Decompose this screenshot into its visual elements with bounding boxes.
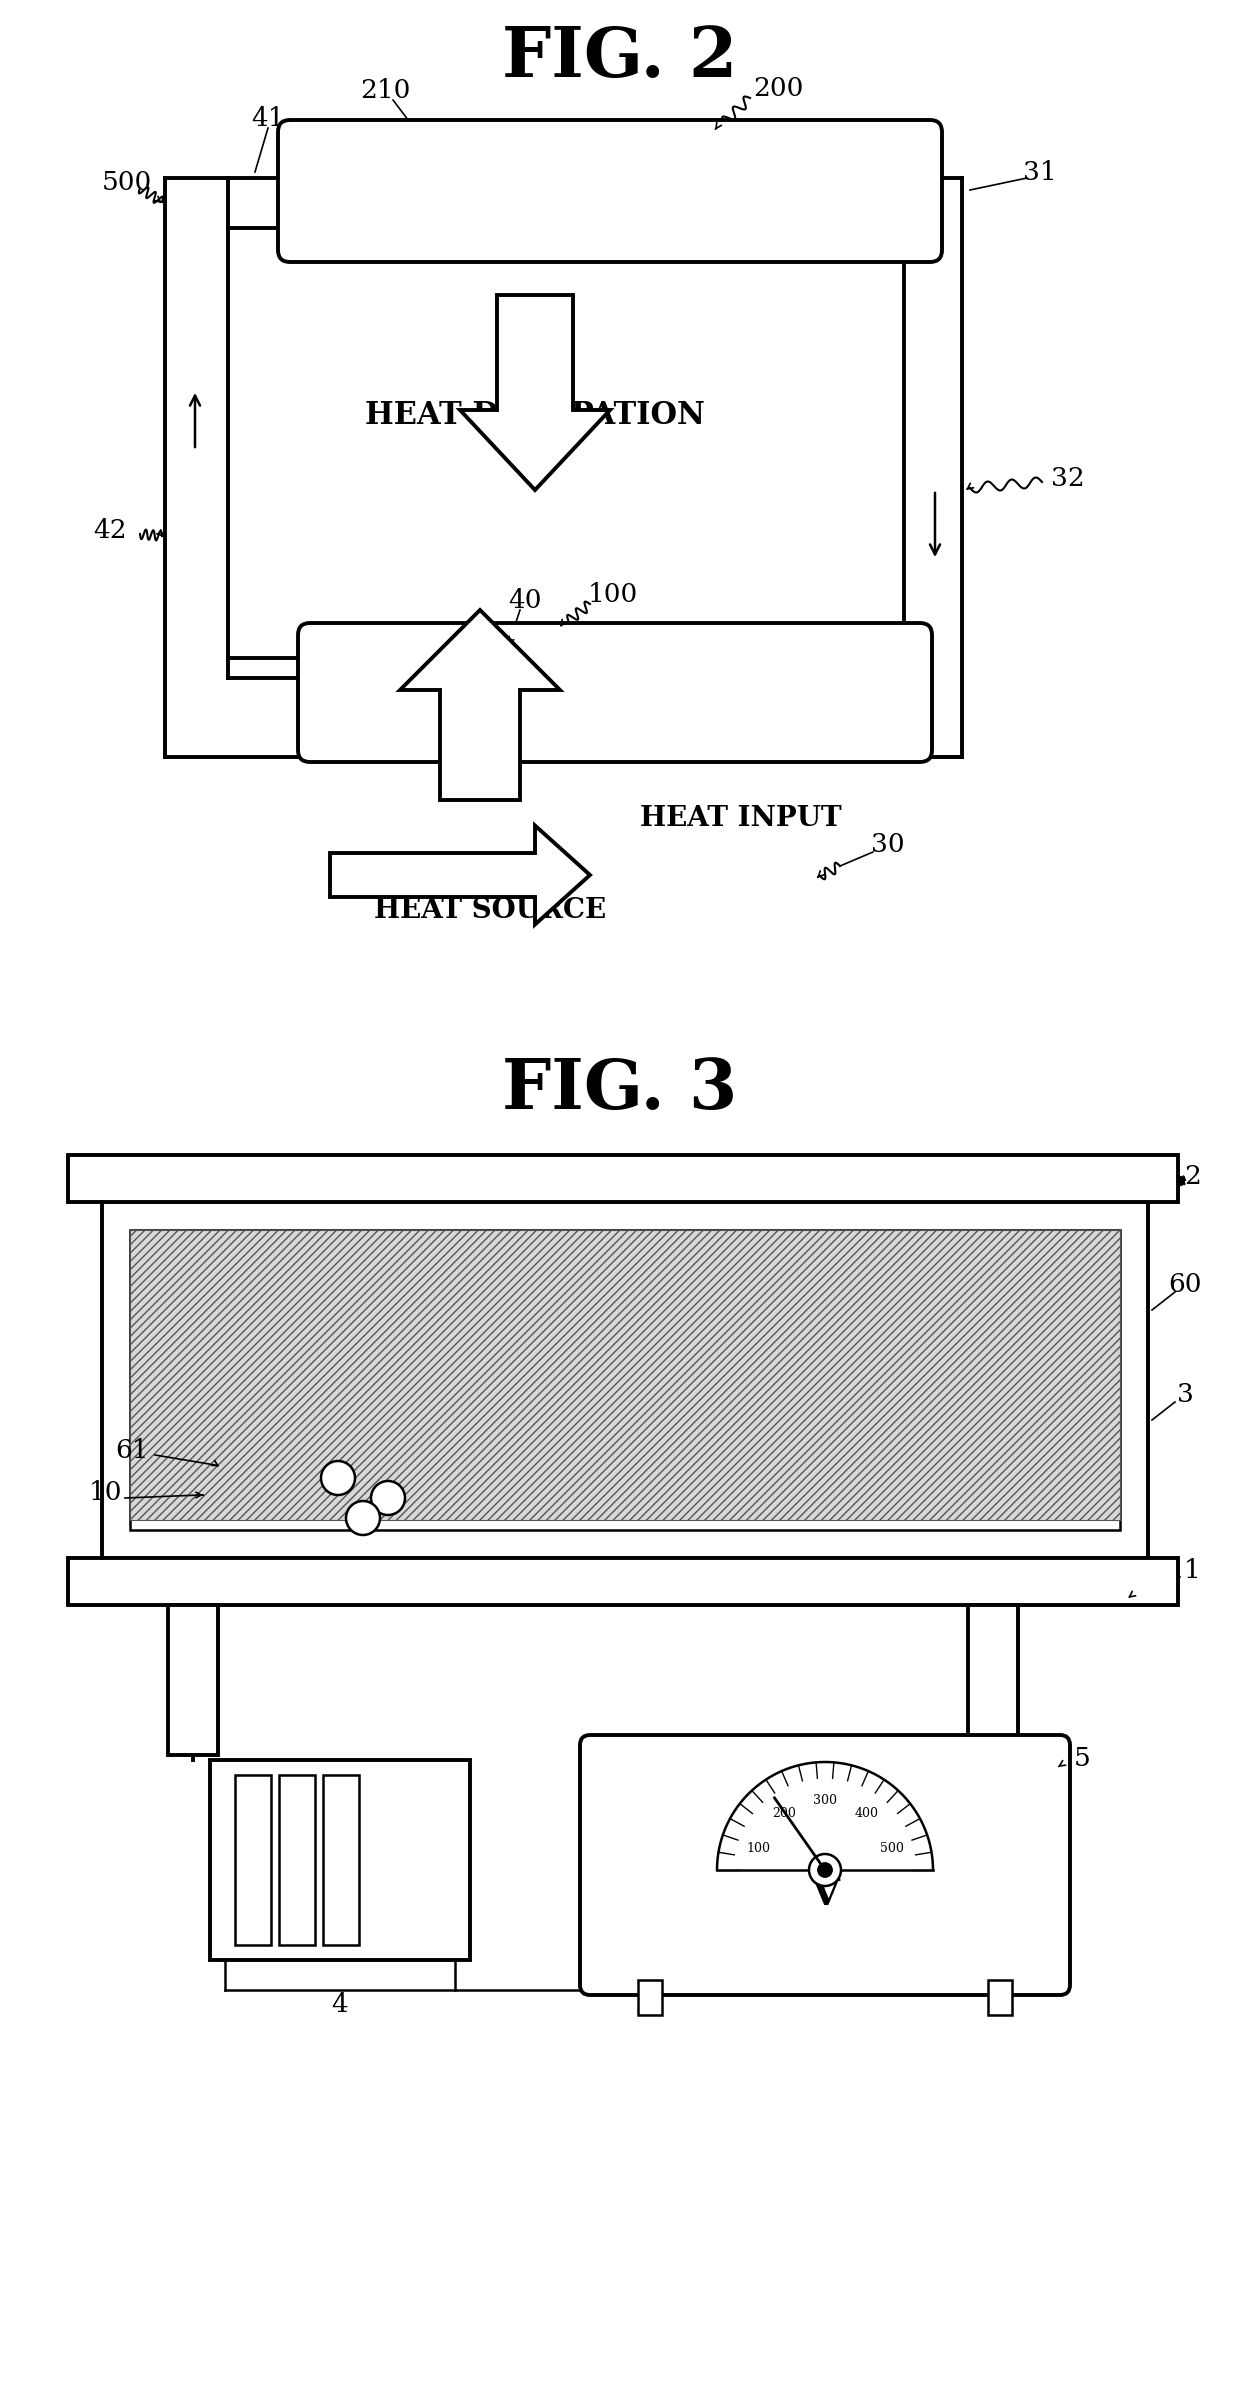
FancyBboxPatch shape bbox=[580, 1736, 1070, 1994]
FancyBboxPatch shape bbox=[298, 622, 932, 761]
Text: 10: 10 bbox=[88, 1479, 122, 1503]
Text: 60: 60 bbox=[1168, 1274, 1202, 1298]
Polygon shape bbox=[460, 294, 610, 491]
Text: 500: 500 bbox=[879, 1841, 904, 1855]
Text: 4: 4 bbox=[331, 1992, 348, 2018]
Text: HEAT SOURCE: HEAT SOURCE bbox=[374, 895, 606, 924]
FancyBboxPatch shape bbox=[278, 120, 942, 261]
Text: 200: 200 bbox=[753, 77, 804, 101]
Text: 3: 3 bbox=[1177, 1381, 1193, 1408]
Text: 32: 32 bbox=[1052, 464, 1085, 491]
Circle shape bbox=[818, 1863, 832, 1877]
Bar bbox=[167, 1604, 218, 1755]
Text: 100: 100 bbox=[746, 1841, 770, 1855]
Text: 210: 210 bbox=[360, 77, 410, 103]
Bar bbox=[210, 1760, 470, 1961]
Circle shape bbox=[818, 1863, 832, 1877]
Bar bbox=[988, 1980, 1012, 2016]
Bar bbox=[130, 1231, 1120, 1530]
Circle shape bbox=[321, 1460, 355, 1494]
Text: HEAT INPUT: HEAT INPUT bbox=[640, 804, 842, 831]
Bar bbox=[968, 1604, 1018, 1755]
Circle shape bbox=[371, 1482, 405, 1515]
Text: 1: 1 bbox=[1184, 1558, 1200, 1582]
Text: 61: 61 bbox=[115, 1436, 149, 1463]
Text: 400: 400 bbox=[854, 1807, 878, 1819]
Circle shape bbox=[808, 1853, 841, 1886]
Text: HEAT DISSIPATION: HEAT DISSIPATION bbox=[365, 400, 704, 431]
Bar bbox=[322, 1774, 360, 1944]
Bar bbox=[68, 1154, 1178, 1202]
Text: FIG. 2: FIG. 2 bbox=[502, 24, 738, 91]
Text: 30: 30 bbox=[872, 831, 905, 857]
Bar bbox=[279, 1774, 315, 1944]
Bar bbox=[236, 1774, 272, 1944]
Text: FIG. 3: FIG. 3 bbox=[502, 1056, 738, 1123]
Text: V: V bbox=[811, 1877, 839, 1913]
Text: 41: 41 bbox=[252, 105, 285, 132]
Text: 300: 300 bbox=[813, 1793, 837, 1807]
Text: 40: 40 bbox=[508, 587, 542, 613]
Text: 5: 5 bbox=[1074, 1745, 1090, 1772]
Bar bbox=[68, 1558, 1178, 1604]
Text: 200: 200 bbox=[773, 1807, 796, 1819]
Circle shape bbox=[346, 1501, 379, 1535]
Text: 31: 31 bbox=[1023, 160, 1056, 184]
Polygon shape bbox=[330, 826, 590, 924]
Bar bbox=[639, 1980, 662, 2016]
Text: 42: 42 bbox=[93, 517, 126, 543]
Polygon shape bbox=[401, 610, 560, 800]
Text: 2: 2 bbox=[1184, 1163, 1202, 1190]
Text: 100: 100 bbox=[588, 582, 639, 606]
Bar bbox=[102, 1202, 1148, 1558]
Text: 500: 500 bbox=[102, 170, 153, 194]
Bar bbox=[130, 1231, 1120, 1520]
